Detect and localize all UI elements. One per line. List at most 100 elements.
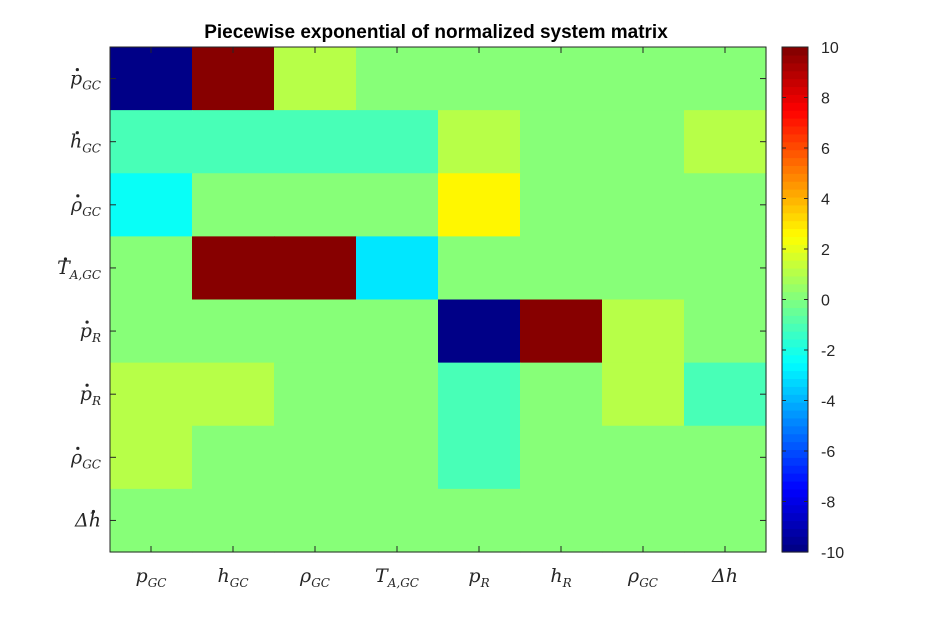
heatmap-cell <box>438 173 521 237</box>
colorbar-segment <box>782 228 808 237</box>
x-tick-label: Δh <box>711 565 738 587</box>
heatmap-cell <box>438 47 521 111</box>
heatmap-cell <box>520 47 603 111</box>
derivative-dot <box>75 67 79 72</box>
colorbar-segment <box>782 118 808 127</box>
y-tick-label: Δh <box>74 509 101 531</box>
colorbar-segment <box>782 283 808 293</box>
colorbar-segment <box>782 315 808 324</box>
heatmap-cell <box>602 110 685 174</box>
colorbar-tick-label: -4 <box>821 394 835 411</box>
heatmap-cell <box>110 110 193 174</box>
y-tick-label: TA,GC <box>57 257 101 282</box>
heatmap-cell <box>274 299 357 364</box>
colorbar-segment <box>782 110 808 119</box>
heatmap-cell <box>274 173 357 237</box>
heatmap-cell <box>602 47 685 111</box>
heatmap-cell <box>520 488 603 553</box>
colorbar-segment <box>782 189 808 198</box>
heatmap-cell <box>602 299 685 364</box>
x-tick-label: ρGC <box>627 565 658 590</box>
derivative-dot <box>75 131 79 135</box>
heatmap-cell <box>684 299 767 364</box>
heatmap-cell <box>110 236 193 301</box>
heatmap-cell <box>356 425 439 490</box>
colorbar-segment <box>782 425 808 435</box>
colorbar-segment <box>782 504 808 514</box>
colorbar-segment <box>782 307 808 316</box>
colorbar-tick-label: -8 <box>821 495 835 512</box>
heatmap-cell <box>356 236 439 301</box>
colorbar-segment <box>782 449 808 458</box>
y-tick-label: pR <box>80 383 101 408</box>
heatmap-cell <box>356 488 439 553</box>
colorbar-segment <box>782 204 808 214</box>
heatmap-cell <box>110 173 193 237</box>
x-tick-label: hGC <box>217 565 248 590</box>
colorbar-tick-label: 4 <box>821 192 830 209</box>
colorbar-tick-label: 2 <box>821 242 830 259</box>
heatmap-cell <box>110 47 193 111</box>
heatmap-cell <box>274 362 357 427</box>
heatmap-cell <box>356 362 439 427</box>
colorbar-segment <box>782 236 808 245</box>
colorbar-segment <box>782 362 808 372</box>
colorbar-segment <box>782 433 808 443</box>
heatmap-cell <box>602 173 685 237</box>
heatmap-cell <box>274 110 357 174</box>
heatmap-cell <box>438 299 521 364</box>
colorbar-segment <box>782 165 808 174</box>
colorbar-tick-label: 0 <box>821 293 830 310</box>
y-tick-label: ρGC <box>70 446 101 471</box>
heatmap-cell <box>520 173 603 237</box>
colorbar-segment <box>782 252 808 261</box>
colorbar-segment <box>782 260 808 269</box>
derivative-dot <box>76 194 80 198</box>
heatmap-cell <box>438 425 521 490</box>
heatmap-cell <box>602 488 685 553</box>
colorbar-tick-label: -6 <box>821 444 835 461</box>
heatmap-cell <box>356 299 439 364</box>
heatmap-cell <box>684 488 767 553</box>
heatmap-cell <box>110 299 193 364</box>
colorbar-segment <box>782 417 808 427</box>
heatmap-cell <box>438 110 521 174</box>
y-tick-label: pGC <box>70 68 101 93</box>
heatmap-cell <box>438 236 521 301</box>
colorbar-segment <box>782 378 808 387</box>
heatmap-cell <box>684 47 767 111</box>
heatmap-cell <box>192 299 275 364</box>
colorbar-tick-label: -2 <box>821 343 835 360</box>
colorbar-segment <box>782 323 808 332</box>
colorbar-segment <box>782 346 808 356</box>
colorbar-tick-label: 8 <box>821 91 830 108</box>
colorbar-segment <box>782 544 808 553</box>
x-tick-label: pR <box>468 565 489 590</box>
heatmap-cell <box>684 236 767 301</box>
heatmap-cell <box>192 488 275 553</box>
y-tick-labels: pGC hGC ρGC TA,GC pR pR ρGC Δh <box>57 68 101 532</box>
heatmap-cell <box>684 425 767 490</box>
axis-ticks <box>110 47 766 552</box>
colorbar-segment <box>782 536 808 545</box>
heatmap-cell <box>274 425 357 490</box>
derivative-dot <box>63 257 68 261</box>
colorbar: 10 8 6 4 2 0 -2 -4 -6 -8 -10 <box>781 40 844 562</box>
x-tick-label: pGC <box>136 565 167 590</box>
derivative-dot <box>85 383 89 387</box>
heatmap-cell <box>684 110 767 174</box>
colorbar-segment <box>782 386 808 395</box>
colorbar-segment <box>782 528 808 537</box>
heatmap-cell <box>192 425 275 490</box>
x-tick-label: TA,GC <box>375 565 419 590</box>
colorbar-segment <box>782 402 808 411</box>
colorbar-segment <box>782 488 808 498</box>
colorbar-tick-label: -10 <box>821 545 844 562</box>
colorbar-segment <box>782 141 808 151</box>
heatmap-cell <box>438 488 521 553</box>
heatmap-cell <box>110 362 193 427</box>
colorbar-segment <box>782 370 808 380</box>
colorbar-segment <box>782 149 808 159</box>
colorbar-segment <box>782 291 808 301</box>
y-tick-label: hGC <box>70 131 101 156</box>
